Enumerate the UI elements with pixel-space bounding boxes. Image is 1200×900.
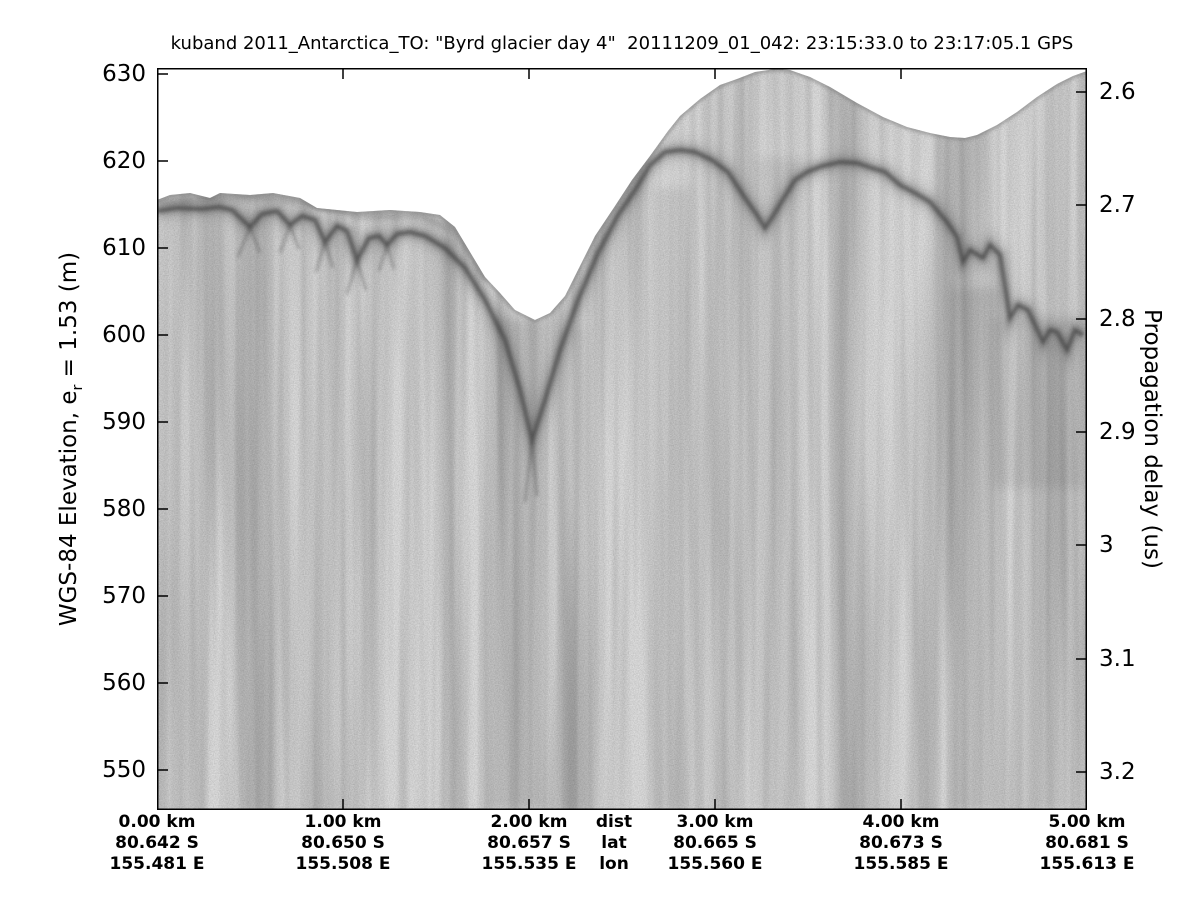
- left-tick-label: 550: [102, 757, 146, 783]
- left-axis-label: WGS-84 Elevation, er = 1.53 (m): [56, 252, 86, 626]
- left-tick-label: 560: [102, 670, 146, 696]
- x-tick-distance: 1.00 km: [304, 812, 382, 832]
- x-axis-ticks: [157, 68, 1087, 810]
- x-axis-row-headers: dist lat lon: [596, 812, 632, 875]
- x-tick-distance: 4.00 km: [862, 812, 940, 832]
- x-axis-column-2: 2.00 km 80.657 S 155.535 E: [482, 812, 577, 875]
- crevasse-streaks: [236, 224, 539, 503]
- left-tick-label: 600: [102, 322, 146, 348]
- right-tick-label: 2.8: [1099, 306, 1136, 332]
- x-tick-distance: 3.00 km: [676, 812, 754, 832]
- left-axis-ticks: [157, 73, 168, 771]
- x-axis-column-5: 5.00 km 80.681 S 155.613 E: [1040, 812, 1135, 875]
- x-axis-row-header-dist: dist: [595, 812, 633, 832]
- right-tick-label: 3.2: [1099, 759, 1136, 785]
- x-axis-row-header-lat: lat: [601, 833, 627, 853]
- x-axis-column-3: 3.00 km 80.665 S 155.560 E: [668, 812, 763, 875]
- left-tick-label: 610: [102, 235, 146, 261]
- x-tick-latitude: 80.665 S: [673, 833, 757, 853]
- left-tick-label: 590: [102, 409, 146, 435]
- plot-frame: [157, 68, 1087, 810]
- left-axis-label-units: = 1.53 (m): [56, 251, 83, 385]
- x-axis-row-header-lon: lon: [599, 854, 629, 874]
- x-tick-longitude: 155.560 E: [667, 854, 763, 874]
- x-axis-column-0: 0.00 km 80.642 S 155.481 E: [110, 812, 205, 875]
- x-tick-longitude: 155.508 E: [295, 854, 391, 874]
- echogram-plot: [157, 68, 1087, 810]
- right-axis-ticks: [1076, 91, 1087, 773]
- x-tick-latitude: 80.650 S: [301, 833, 385, 853]
- x-tick-latitude: 80.673 S: [859, 833, 943, 853]
- left-tick-label: 580: [102, 496, 146, 522]
- x-tick-distance: 2.00 km: [490, 812, 568, 832]
- x-tick-latitude: 80.642 S: [115, 833, 199, 853]
- right-tick-label: 2.7: [1099, 192, 1136, 218]
- right-tick-label: 3: [1099, 532, 1114, 558]
- x-axis-column-1: 1.00 km 80.650 S 155.508 E: [296, 812, 391, 875]
- left-tick-label: 570: [102, 583, 146, 609]
- x-tick-longitude: 155.481 E: [109, 854, 205, 874]
- x-axis-column-4: 4.00 km 80.673 S 155.585 E: [854, 812, 949, 875]
- x-tick-distance: 0.00 km: [118, 812, 196, 832]
- left-tick-label: 620: [102, 148, 146, 174]
- x-tick-latitude: 80.681 S: [1045, 833, 1129, 853]
- right-tick-label: 2.9: [1099, 419, 1136, 445]
- x-tick-distance: 5.00 km: [1048, 812, 1126, 832]
- right-tick-label: 3.1: [1099, 646, 1136, 672]
- right-tick-label: 2.6: [1099, 79, 1136, 105]
- chart-title: kuband 2011_Antarctica_TO: "Byrd glacier…: [170, 33, 1074, 54]
- left-axis-label-subscript: r: [69, 384, 86, 391]
- x-tick-longitude: 155.535 E: [481, 854, 577, 874]
- x-tick-longitude: 155.613 E: [1039, 854, 1135, 874]
- x-tick-longitude: 155.585 E: [853, 854, 949, 874]
- left-tick-label: 630: [102, 61, 146, 87]
- x-tick-latitude: 80.657 S: [487, 833, 571, 853]
